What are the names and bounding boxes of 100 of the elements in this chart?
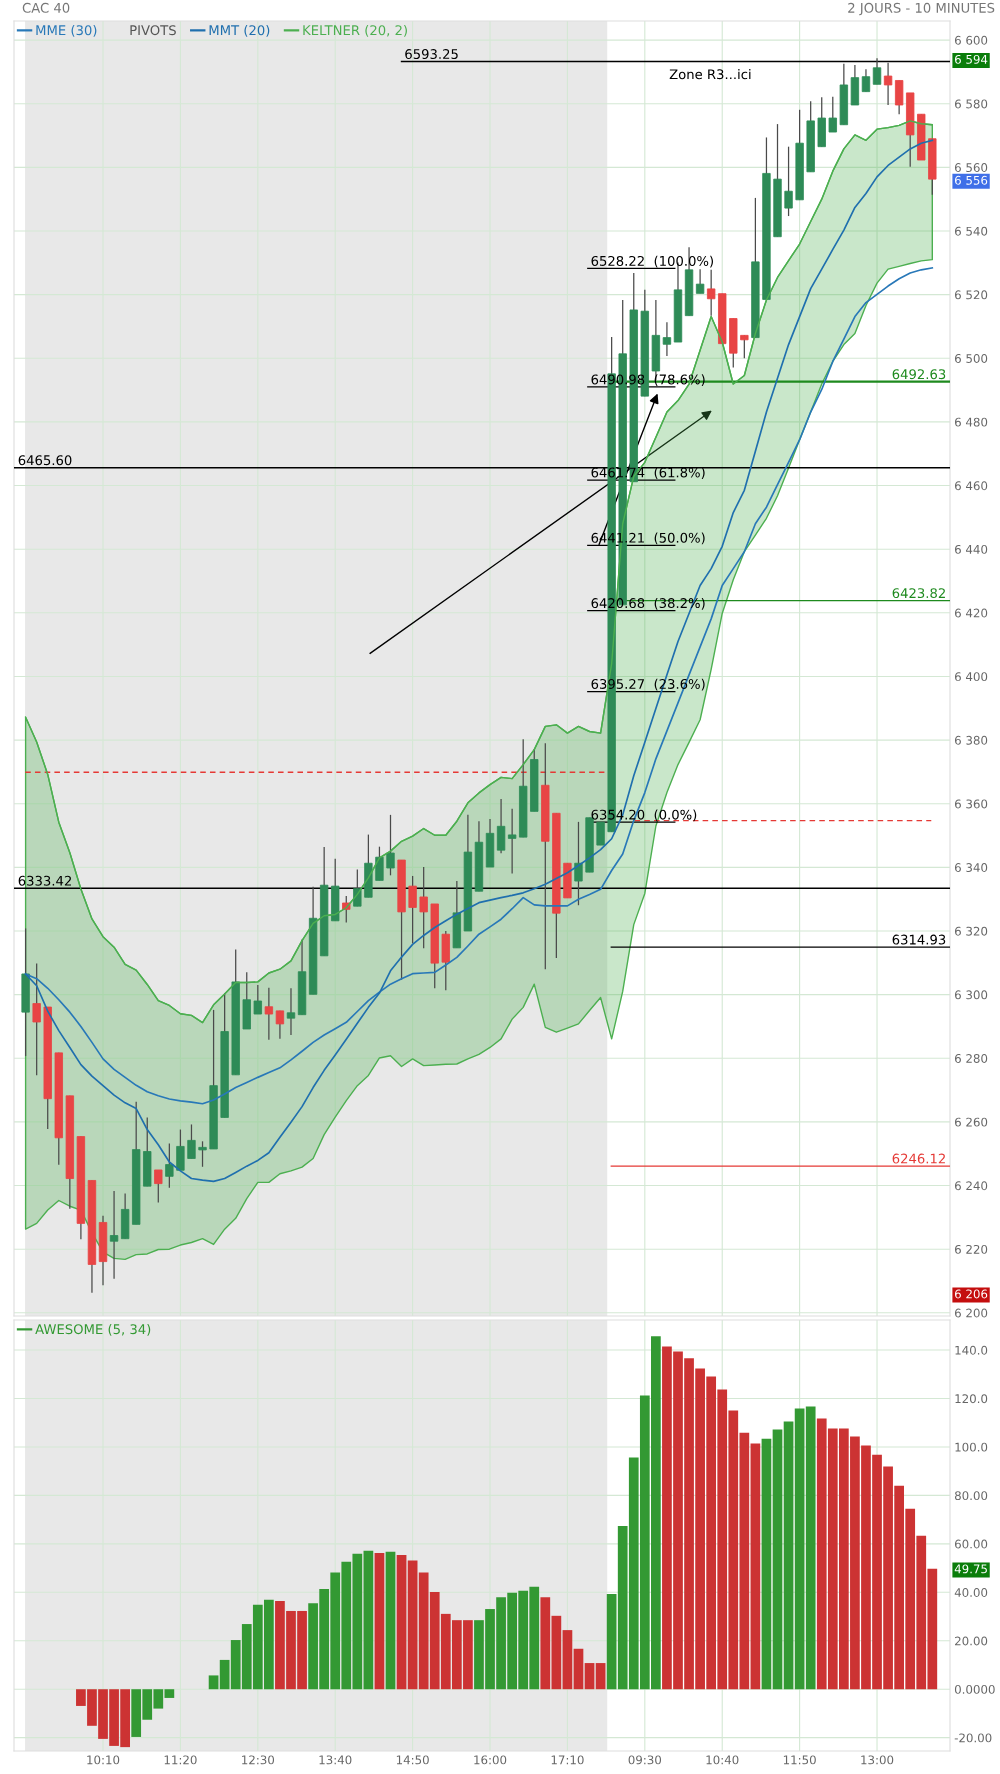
candlestick xyxy=(861,68,871,93)
x-tick-label: 09:30 xyxy=(628,1755,662,1765)
y-tick-label: 120.0 xyxy=(955,1394,988,1404)
ref-line-label: 6333.42 xyxy=(18,875,71,886)
y-tick-label: 6 360 xyxy=(954,799,988,809)
y-tick-label: 6 460 xyxy=(954,481,988,491)
candlestick xyxy=(253,984,262,1015)
y-tick-label: 80.00 xyxy=(954,1491,988,1501)
y-tick-label: 6 420 xyxy=(954,608,988,618)
y-tick-label: -20.00 xyxy=(954,1733,992,1743)
ref-line-label: 6246.12 xyxy=(892,1153,945,1164)
bar xyxy=(595,1663,606,1690)
chart-subtitle: 2 JOURS - 10 MINUTES xyxy=(848,2,995,16)
y-tick-label: 60.00 xyxy=(954,1539,988,1549)
candlestick xyxy=(165,1142,174,1189)
y-tick-label: 6 200 xyxy=(954,1308,988,1318)
x-tick-label: 11:50 xyxy=(783,1755,816,1765)
candlestick xyxy=(109,1190,119,1280)
candlestick xyxy=(275,1010,285,1040)
candlestick xyxy=(574,821,583,906)
candlestick xyxy=(353,868,362,907)
candlestick xyxy=(419,866,428,949)
bar xyxy=(584,1663,595,1690)
y-tick-label: 6 220 xyxy=(954,1244,988,1254)
y-tick-label: 49.75 xyxy=(954,1564,987,1574)
legend-label: MME (30) xyxy=(36,24,97,37)
y-tick-label: 140.0 xyxy=(955,1345,988,1355)
candlestick xyxy=(872,57,882,85)
ref-line-label: 6593.25 xyxy=(405,49,458,60)
y-tick-label: 6 400 xyxy=(954,672,988,682)
y-tick-label: 6 480 xyxy=(954,417,988,427)
x-tick-label: 16:00 xyxy=(474,1755,507,1765)
bar xyxy=(407,1560,418,1690)
candlestick xyxy=(784,146,793,217)
legend-label: KELTNER (20, 2) xyxy=(303,24,407,37)
y-tick-label: 6 340 xyxy=(954,863,988,873)
annotation: Zone R3...ici xyxy=(669,69,751,80)
candlestick xyxy=(507,808,517,875)
candlestick xyxy=(375,846,384,882)
candlestick xyxy=(154,1169,163,1204)
bar xyxy=(374,1553,385,1690)
candlestick xyxy=(198,1140,207,1168)
x-tick-label: 12:30 xyxy=(242,1755,275,1765)
y-tick-label: 6 260 xyxy=(954,1117,988,1127)
y-tick-label: 6 280 xyxy=(954,1054,988,1063)
y-tick-label: 20.00 xyxy=(955,1636,988,1646)
candlestick xyxy=(828,96,837,133)
bar xyxy=(363,1550,374,1690)
x-tick-label: 10:40 xyxy=(706,1755,739,1765)
bar xyxy=(761,1438,772,1690)
candlestick xyxy=(408,875,417,945)
bar xyxy=(750,1443,761,1690)
candlestick xyxy=(596,821,605,846)
candlestick xyxy=(286,987,296,1036)
y-tick-label: 6 440 xyxy=(954,544,988,554)
y-tick-label: 6 540 xyxy=(954,226,988,236)
x-tick-label: 13:40 xyxy=(319,1755,352,1765)
bar xyxy=(772,1429,783,1690)
y-tick-label: 6 500 xyxy=(954,354,988,363)
candlestick xyxy=(32,962,41,1076)
y-tick-label: 40.00 xyxy=(954,1588,988,1597)
chart-title: CAC 40 xyxy=(22,2,70,13)
candlestick xyxy=(187,1123,196,1160)
ref-line-label: 6314.93 xyxy=(892,934,946,945)
y-tick-label: 6 580 xyxy=(954,99,988,109)
y-tick-label: 100.0 xyxy=(955,1442,988,1452)
x-tick-label: 10:10 xyxy=(87,1755,120,1765)
bar xyxy=(385,1551,396,1690)
y-tick-label: 6 300 xyxy=(954,990,988,1000)
legend-label: AWESOME (5, 34) xyxy=(35,1323,151,1336)
y-tick-label: 6 380 xyxy=(954,735,988,745)
ref-line-label: 6465.60 xyxy=(18,455,72,466)
y-tick-label: 6 560 xyxy=(954,163,988,173)
candlestick xyxy=(386,814,395,876)
ref-line-label: 6528.22 (100.0%) xyxy=(591,255,713,268)
candlestick xyxy=(496,798,506,854)
candlestick xyxy=(740,334,749,359)
x-tick-label: 17:10 xyxy=(551,1755,584,1765)
candlestick xyxy=(176,1128,185,1171)
ref-line-label: 6492.63 xyxy=(892,369,946,380)
x-tick-label: 11:20 xyxy=(164,1755,197,1765)
candlestick xyxy=(883,62,893,106)
y-tick-label: 6 520 xyxy=(954,290,988,300)
ref-line-label: 6461.74 (61.8%) xyxy=(591,467,705,480)
y-tick-label: 0.0000 xyxy=(954,1684,995,1694)
candlestick xyxy=(706,269,716,317)
y-tick-label: 6 206 xyxy=(954,1289,988,1299)
x-tick-label: 13:00 xyxy=(861,1755,894,1765)
bar xyxy=(562,1630,573,1690)
candlestick xyxy=(695,268,705,294)
y-tick-label: 6 556 xyxy=(954,175,988,185)
annotation: PIVOTS xyxy=(130,25,176,36)
bar xyxy=(573,1648,584,1690)
candlestick xyxy=(662,321,672,357)
bar xyxy=(805,1406,816,1690)
legend-label: MMT (20) xyxy=(209,24,270,37)
y-tick-label: 6 594 xyxy=(954,54,988,64)
bar xyxy=(794,1408,805,1690)
bar xyxy=(783,1421,794,1690)
ref-line-label: 6423.82 xyxy=(892,588,945,599)
